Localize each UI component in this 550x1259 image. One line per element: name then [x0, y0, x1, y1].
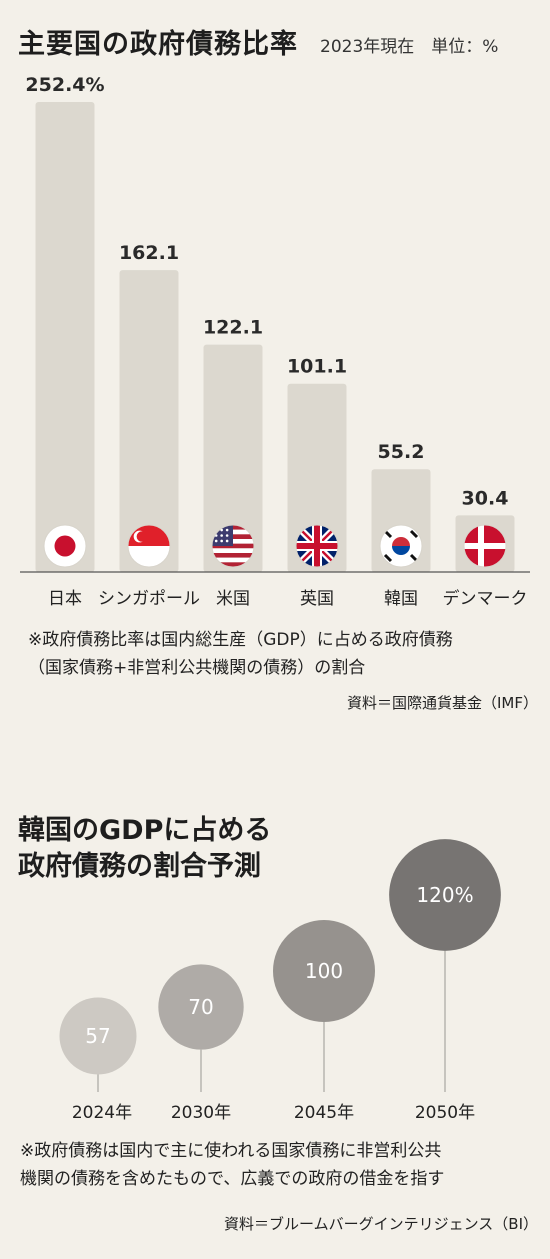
year-label: 2030年	[171, 1103, 231, 1123]
bar-value-label: 55.2	[378, 441, 425, 463]
forecast-source: 資料＝ブルームバーグインテリジェンス（BI）	[224, 1215, 538, 1233]
forecast-note-line2: 機関の債務を含めたもので、広義での政府の借金を指す	[20, 1169, 445, 1189]
bar-0	[35, 102, 95, 572]
unit-label: 2023年現在 単位：%	[320, 37, 499, 57]
korea-flag-icon	[380, 525, 422, 567]
bar-value-label: 162.1	[119, 242, 179, 264]
year-label: 2045年	[294, 1103, 354, 1123]
chart-source: 資料＝国際通貨基金（IMF）	[347, 694, 538, 712]
forecast-title-line2: 政府債務の割合予測	[18, 851, 261, 882]
year-label: 2050年	[415, 1103, 475, 1123]
debt-ratio-bar-chart: 252.4% 日本 162.1 シンガポール 122.1 米国 101.1 英国 55.2 韓国 3…	[20, 74, 530, 609]
bubble-value-label: 120%	[416, 883, 473, 907]
bar-value-label: 30.4	[462, 487, 509, 509]
chart-note-line2: （国家債務+非営利公共機関の債務）の割合	[28, 658, 366, 678]
category-label: シンガポール	[98, 589, 200, 609]
bar-value-label: 122.1	[203, 317, 263, 339]
bubble-value-label: 100	[305, 959, 343, 983]
bubble-3	[389, 839, 501, 951]
bubble-1	[158, 964, 244, 1050]
singapore-flag-icon	[128, 525, 170, 567]
chart-note-line1: ※政府債務比率は国内総生産（GDP）に占める政府債務	[28, 630, 453, 650]
category-label: 米国	[216, 589, 250, 609]
year-label: 2024年	[72, 1103, 132, 1123]
chart-title: 主要国の政府債務比率	[18, 29, 298, 60]
bar-1	[119, 270, 179, 572]
category-label: 英国	[300, 589, 334, 609]
forecast-note-line1: ※政府債務は国内で主に使われる国家債務に非営利公共	[20, 1141, 442, 1161]
bubble-0	[59, 997, 137, 1075]
bar-value-label: 252.4%	[25, 74, 104, 96]
bubble-2	[273, 920, 375, 1022]
bar-3	[287, 383, 347, 572]
category-label: 日本	[48, 589, 82, 609]
usa-flag-icon	[212, 525, 254, 567]
category-label: デンマーク	[443, 588, 528, 609]
bar-value-label: 101.1	[287, 356, 347, 378]
forecast-title: 韓国のGDPに占める 政府債務の割合予測	[18, 813, 271, 885]
bubble-value-label: 70	[188, 995, 213, 1019]
japan-flag-icon	[44, 525, 86, 567]
category-label: 韓国	[384, 589, 418, 609]
uk-flag-icon	[296, 525, 338, 567]
forecast-title-line1: 韓国のGDPに占める	[18, 815, 272, 846]
bar-2	[203, 344, 263, 572]
bubble-value-label: 57	[85, 1024, 110, 1048]
denmark-flag-icon	[464, 525, 506, 567]
